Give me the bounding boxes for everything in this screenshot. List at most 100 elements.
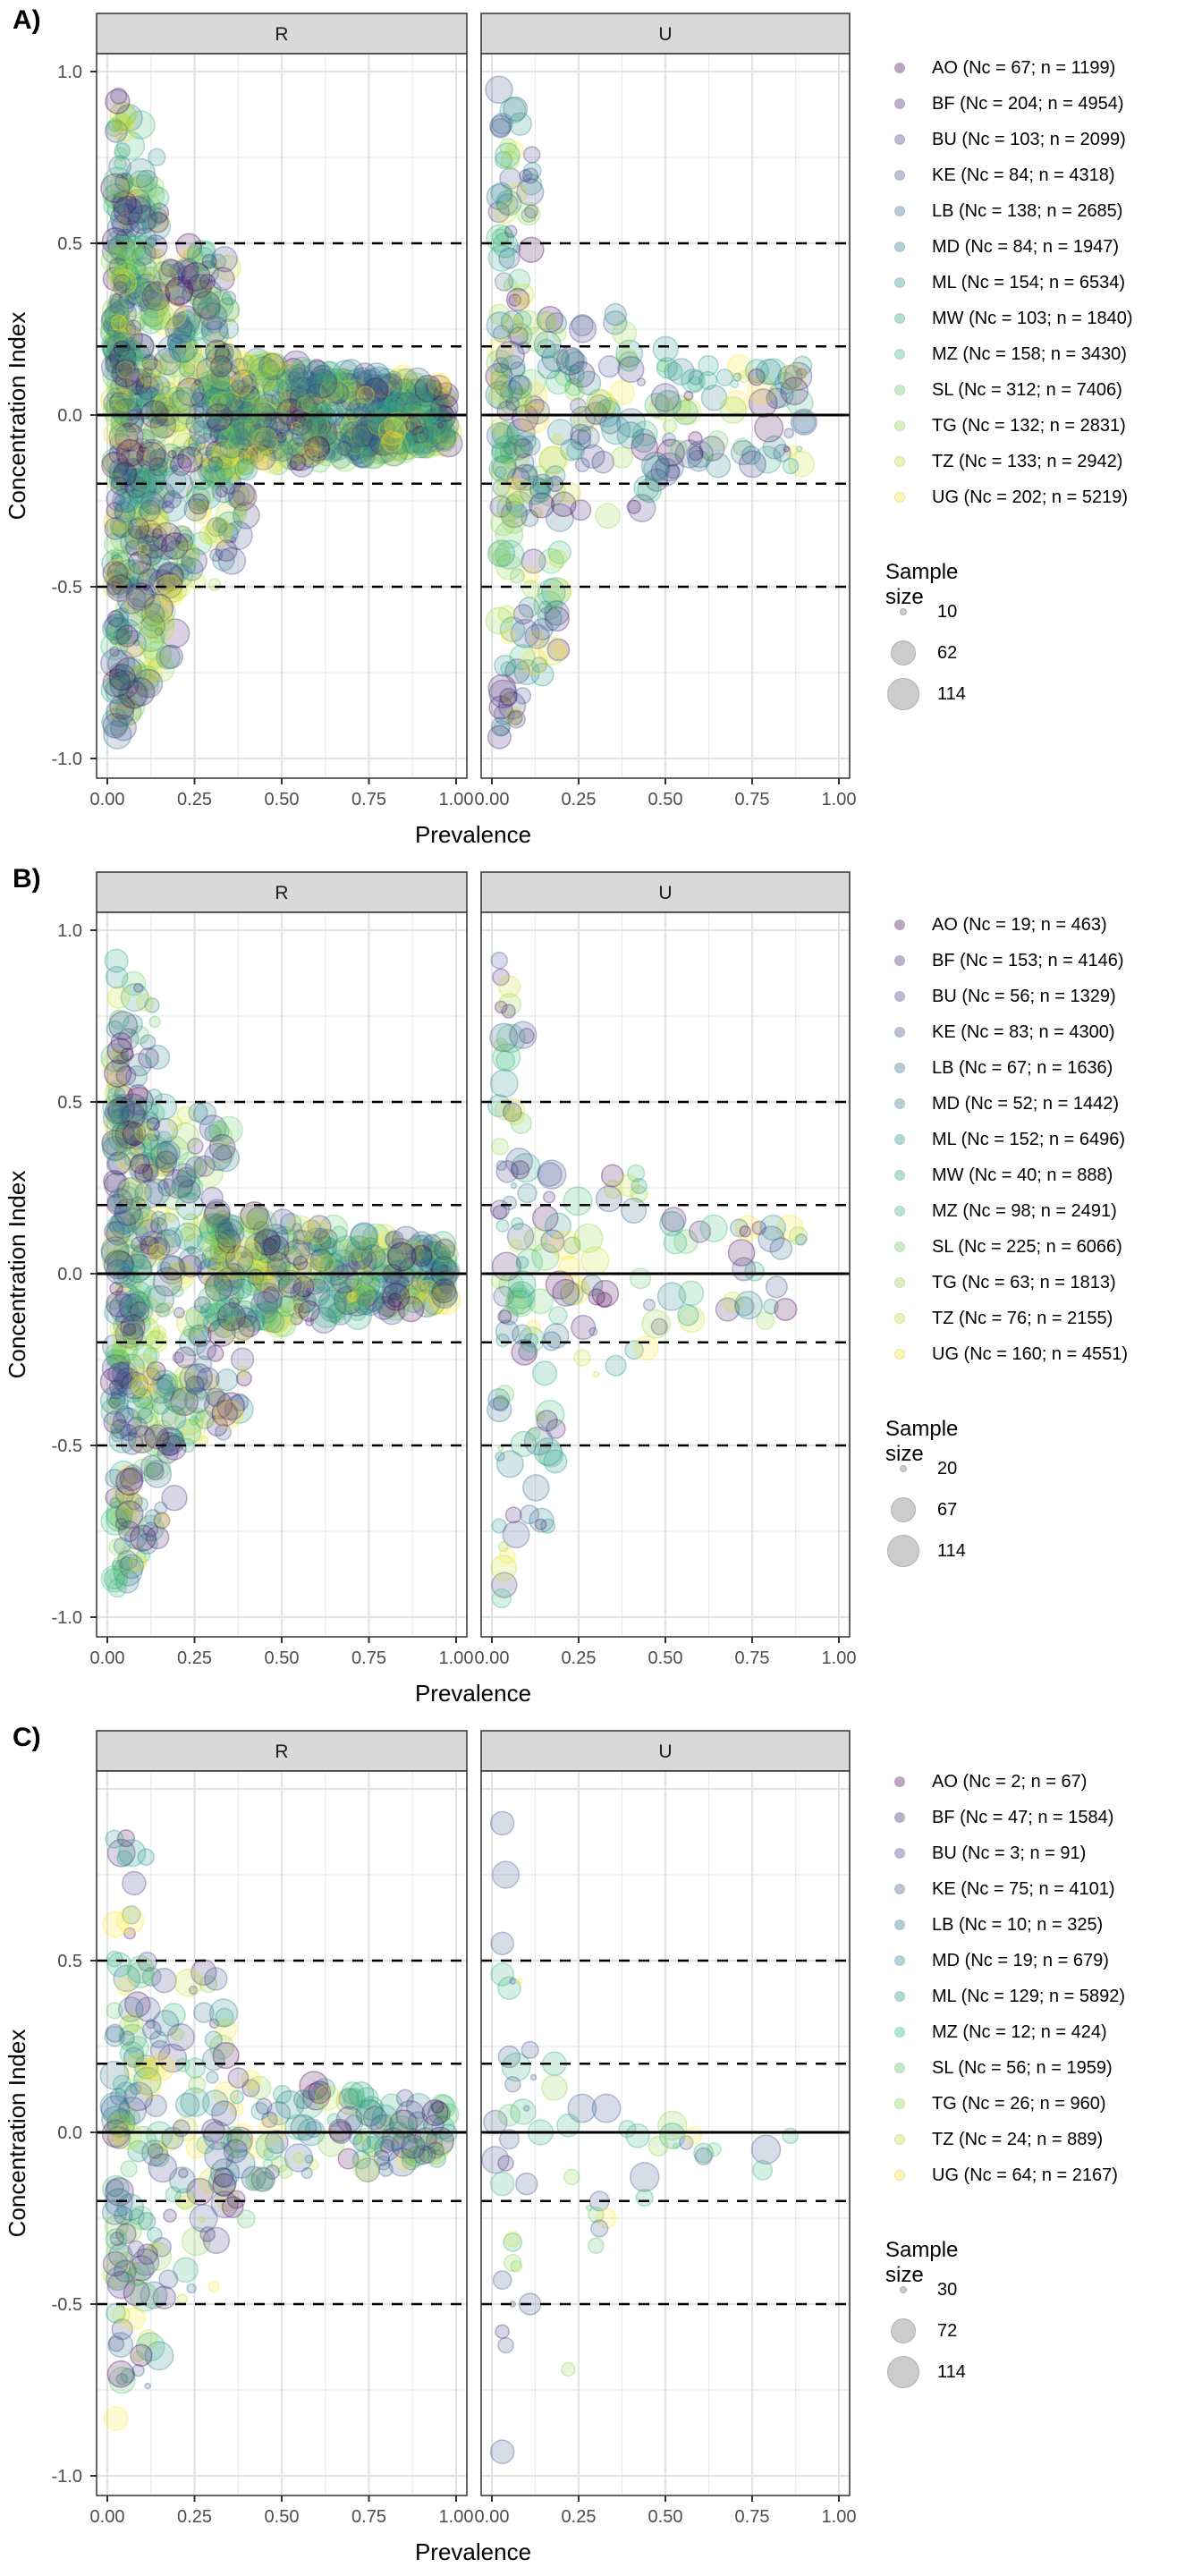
data-point-ao [176, 446, 204, 473]
data-point-bf [552, 1278, 580, 1307]
data-point-tz [214, 442, 226, 454]
data-point-ao [108, 343, 137, 372]
legend-key-icon [894, 349, 905, 360]
data-point-lb [166, 313, 194, 341]
data-point-ug [143, 383, 151, 391]
legend-item-tg: TG (Nc = 132; n = 2831) [885, 412, 1126, 439]
size-legend-item: 114 [885, 676, 966, 712]
data-point-ug [115, 1977, 134, 1996]
data-point-tz [200, 378, 226, 404]
data-point-sl [509, 568, 526, 584]
data-point-ml [157, 492, 188, 522]
data-point-tz [113, 118, 130, 135]
data-point-bu [232, 501, 260, 530]
data-point-ao [188, 493, 209, 515]
data-point-ao [156, 572, 183, 599]
data-point-ke [595, 1185, 622, 1213]
data-point-mz [495, 1050, 516, 1071]
data-point-md [116, 2193, 145, 2222]
data-point-mz [139, 310, 164, 335]
data-point-mw [426, 420, 436, 430]
data-point-ke [515, 2172, 538, 2196]
data-point-lb [211, 479, 236, 504]
data-point-tg [388, 438, 411, 462]
data-point-lb [405, 428, 435, 459]
legend-label: KE (Nc = 75; n = 4101) [932, 1878, 1115, 1899]
data-point-ao [125, 582, 155, 612]
data-point-md [131, 257, 158, 284]
data-point-lb [335, 391, 365, 420]
data-point-ao [115, 438, 145, 468]
data-point-ke [210, 375, 240, 405]
data-point-ke [413, 384, 438, 408]
data-point-ao [377, 423, 400, 446]
data-point-md [734, 1296, 755, 1317]
data-point-mz [134, 665, 160, 691]
legend-item-tz: TZ (Nc = 133; n = 2942) [885, 448, 1122, 475]
data-point-md [518, 597, 540, 618]
data-point-lb [292, 2089, 314, 2110]
data-point-ml [101, 708, 130, 736]
data-point-lb [400, 377, 414, 392]
data-point-md [105, 569, 125, 589]
data-point-ug [263, 352, 280, 369]
legend-key-icon [894, 206, 905, 216]
data-point-bf [113, 281, 128, 296]
data-point-tg [188, 2075, 207, 2094]
data-point-ke [432, 411, 460, 439]
data-point-ao [258, 439, 275, 457]
data-point-mz [100, 631, 129, 661]
data-point-mw [167, 386, 185, 403]
legend-label: SL (Nc = 312; n = 7406) [932, 379, 1122, 400]
data-point-ug [186, 280, 210, 303]
data-point-mz [293, 384, 308, 397]
data-point-md [140, 302, 165, 327]
x-tick-label: 0.50 [648, 1648, 683, 1668]
legend-label: BF (Nc = 153; n = 4146) [932, 950, 1124, 970]
data-point-ao [398, 421, 421, 445]
data-point-ke [217, 547, 247, 575]
data-point-tg [233, 508, 248, 523]
legend-item-ao: AO (Nc = 19; n = 463) [885, 911, 1107, 938]
x-axis-title: Prevalence [415, 2538, 531, 2565]
data-point-sl [103, 531, 128, 556]
data-point-mz [132, 489, 153, 509]
data-point-mw [320, 379, 344, 403]
data-point-bu [336, 440, 352, 457]
data-point-ke [650, 457, 680, 487]
data-point-bu [174, 533, 194, 552]
data-point-mw [429, 1231, 456, 1258]
data-point-sl [129, 2282, 159, 2312]
data-point-tg [485, 606, 513, 635]
data-point-bf [127, 205, 157, 234]
data-point-mz [107, 117, 123, 132]
data-point-md [131, 204, 158, 232]
data-point-bf [124, 539, 140, 555]
data-point-ao [101, 227, 130, 255]
data-point-lb [172, 445, 196, 469]
legend-label: SL (Nc = 56; n = 1959) [932, 2057, 1113, 2078]
data-point-mz [102, 183, 129, 209]
data-point-md [529, 478, 551, 500]
data-point-mz [171, 1284, 184, 1298]
data-point-tg [139, 287, 162, 310]
data-point-md [119, 218, 130, 229]
data-point-ug [193, 502, 211, 520]
data-point-lb [109, 432, 132, 456]
data-point-tg [100, 246, 129, 275]
data-point-ke [215, 370, 245, 401]
legend-item-mw: MW (Nc = 40; n = 888) [885, 1162, 1113, 1189]
data-point-ug [140, 369, 159, 388]
data-point-mz [635, 2188, 654, 2207]
data-point-lb [162, 1442, 175, 1454]
data-point-tz [316, 1253, 335, 1273]
data-point-ke [411, 425, 441, 454]
data-point-tz [103, 507, 131, 536]
data-point-sl [495, 434, 524, 463]
size-key-icon [900, 608, 907, 615]
legend-item-md: MD (Nc = 84; n = 1947) [885, 233, 1119, 260]
size-legend-label: 114 [937, 1540, 966, 1561]
data-point-ao [175, 233, 203, 260]
data-point-ml [197, 458, 223, 483]
data-point-tz [114, 253, 132, 272]
